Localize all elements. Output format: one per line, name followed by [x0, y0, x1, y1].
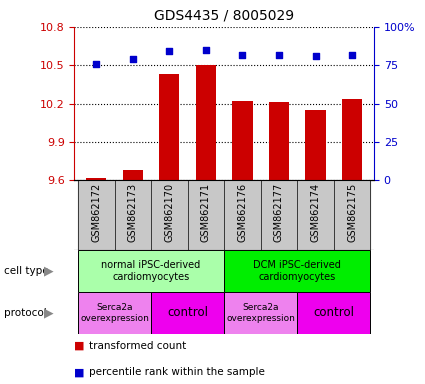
Text: GSM862176: GSM862176 [238, 182, 247, 242]
Bar [306, 110, 326, 180]
Text: GSM862174: GSM862174 [311, 182, 320, 242]
Bar [78, 180, 115, 250]
Bar [78, 250, 224, 292]
Point [348, 51, 355, 58]
Text: GSM862175: GSM862175 [347, 182, 357, 242]
Text: GSM862170: GSM862170 [164, 182, 174, 242]
Bar [261, 180, 297, 250]
Text: ▶: ▶ [44, 264, 54, 277]
Text: GSM862172: GSM862172 [91, 182, 101, 242]
Text: GSM862177: GSM862177 [274, 182, 284, 242]
Text: ■: ■ [74, 341, 85, 351]
Bar [297, 292, 370, 334]
Point [239, 51, 246, 58]
Point [203, 47, 210, 53]
Point [312, 53, 319, 59]
Text: percentile rank within the sample: percentile rank within the sample [89, 367, 265, 377]
Bar [159, 74, 179, 180]
Bar [232, 101, 252, 180]
Bar [151, 292, 224, 334]
Bar [196, 65, 216, 180]
Bar [224, 250, 370, 292]
Bar [224, 180, 261, 250]
Text: Serca2a
overexpression: Serca2a overexpression [80, 303, 149, 323]
Text: protocol: protocol [4, 308, 47, 318]
Bar [78, 292, 151, 334]
Point [275, 51, 282, 58]
Text: control: control [167, 306, 208, 319]
Text: GSM862173: GSM862173 [128, 182, 138, 242]
Text: transformed count: transformed count [89, 341, 187, 351]
Text: ▶: ▶ [44, 306, 54, 319]
Bar [342, 99, 362, 180]
Bar [269, 103, 289, 180]
Text: GSM862171: GSM862171 [201, 182, 211, 242]
Bar [334, 180, 370, 250]
Bar [86, 178, 106, 180]
Text: DCM iPSC-derived
cardiomyocytes: DCM iPSC-derived cardiomyocytes [253, 260, 341, 281]
Title: GDS4435 / 8005029: GDS4435 / 8005029 [154, 9, 294, 23]
Bar [188, 180, 224, 250]
Bar [115, 180, 151, 250]
Text: control: control [313, 306, 354, 319]
Bar [224, 292, 297, 334]
Bar [151, 180, 188, 250]
Bar [123, 170, 143, 180]
Text: ■: ■ [74, 367, 85, 377]
Text: cell type: cell type [4, 266, 49, 276]
Point [93, 61, 100, 67]
Text: Serca2a
overexpression: Serca2a overexpression [226, 303, 295, 323]
Text: normal iPSC-derived
cardiomyocytes: normal iPSC-derived cardiomyocytes [102, 260, 201, 281]
Point [130, 56, 136, 62]
Point [166, 48, 173, 55]
Bar [297, 180, 334, 250]
